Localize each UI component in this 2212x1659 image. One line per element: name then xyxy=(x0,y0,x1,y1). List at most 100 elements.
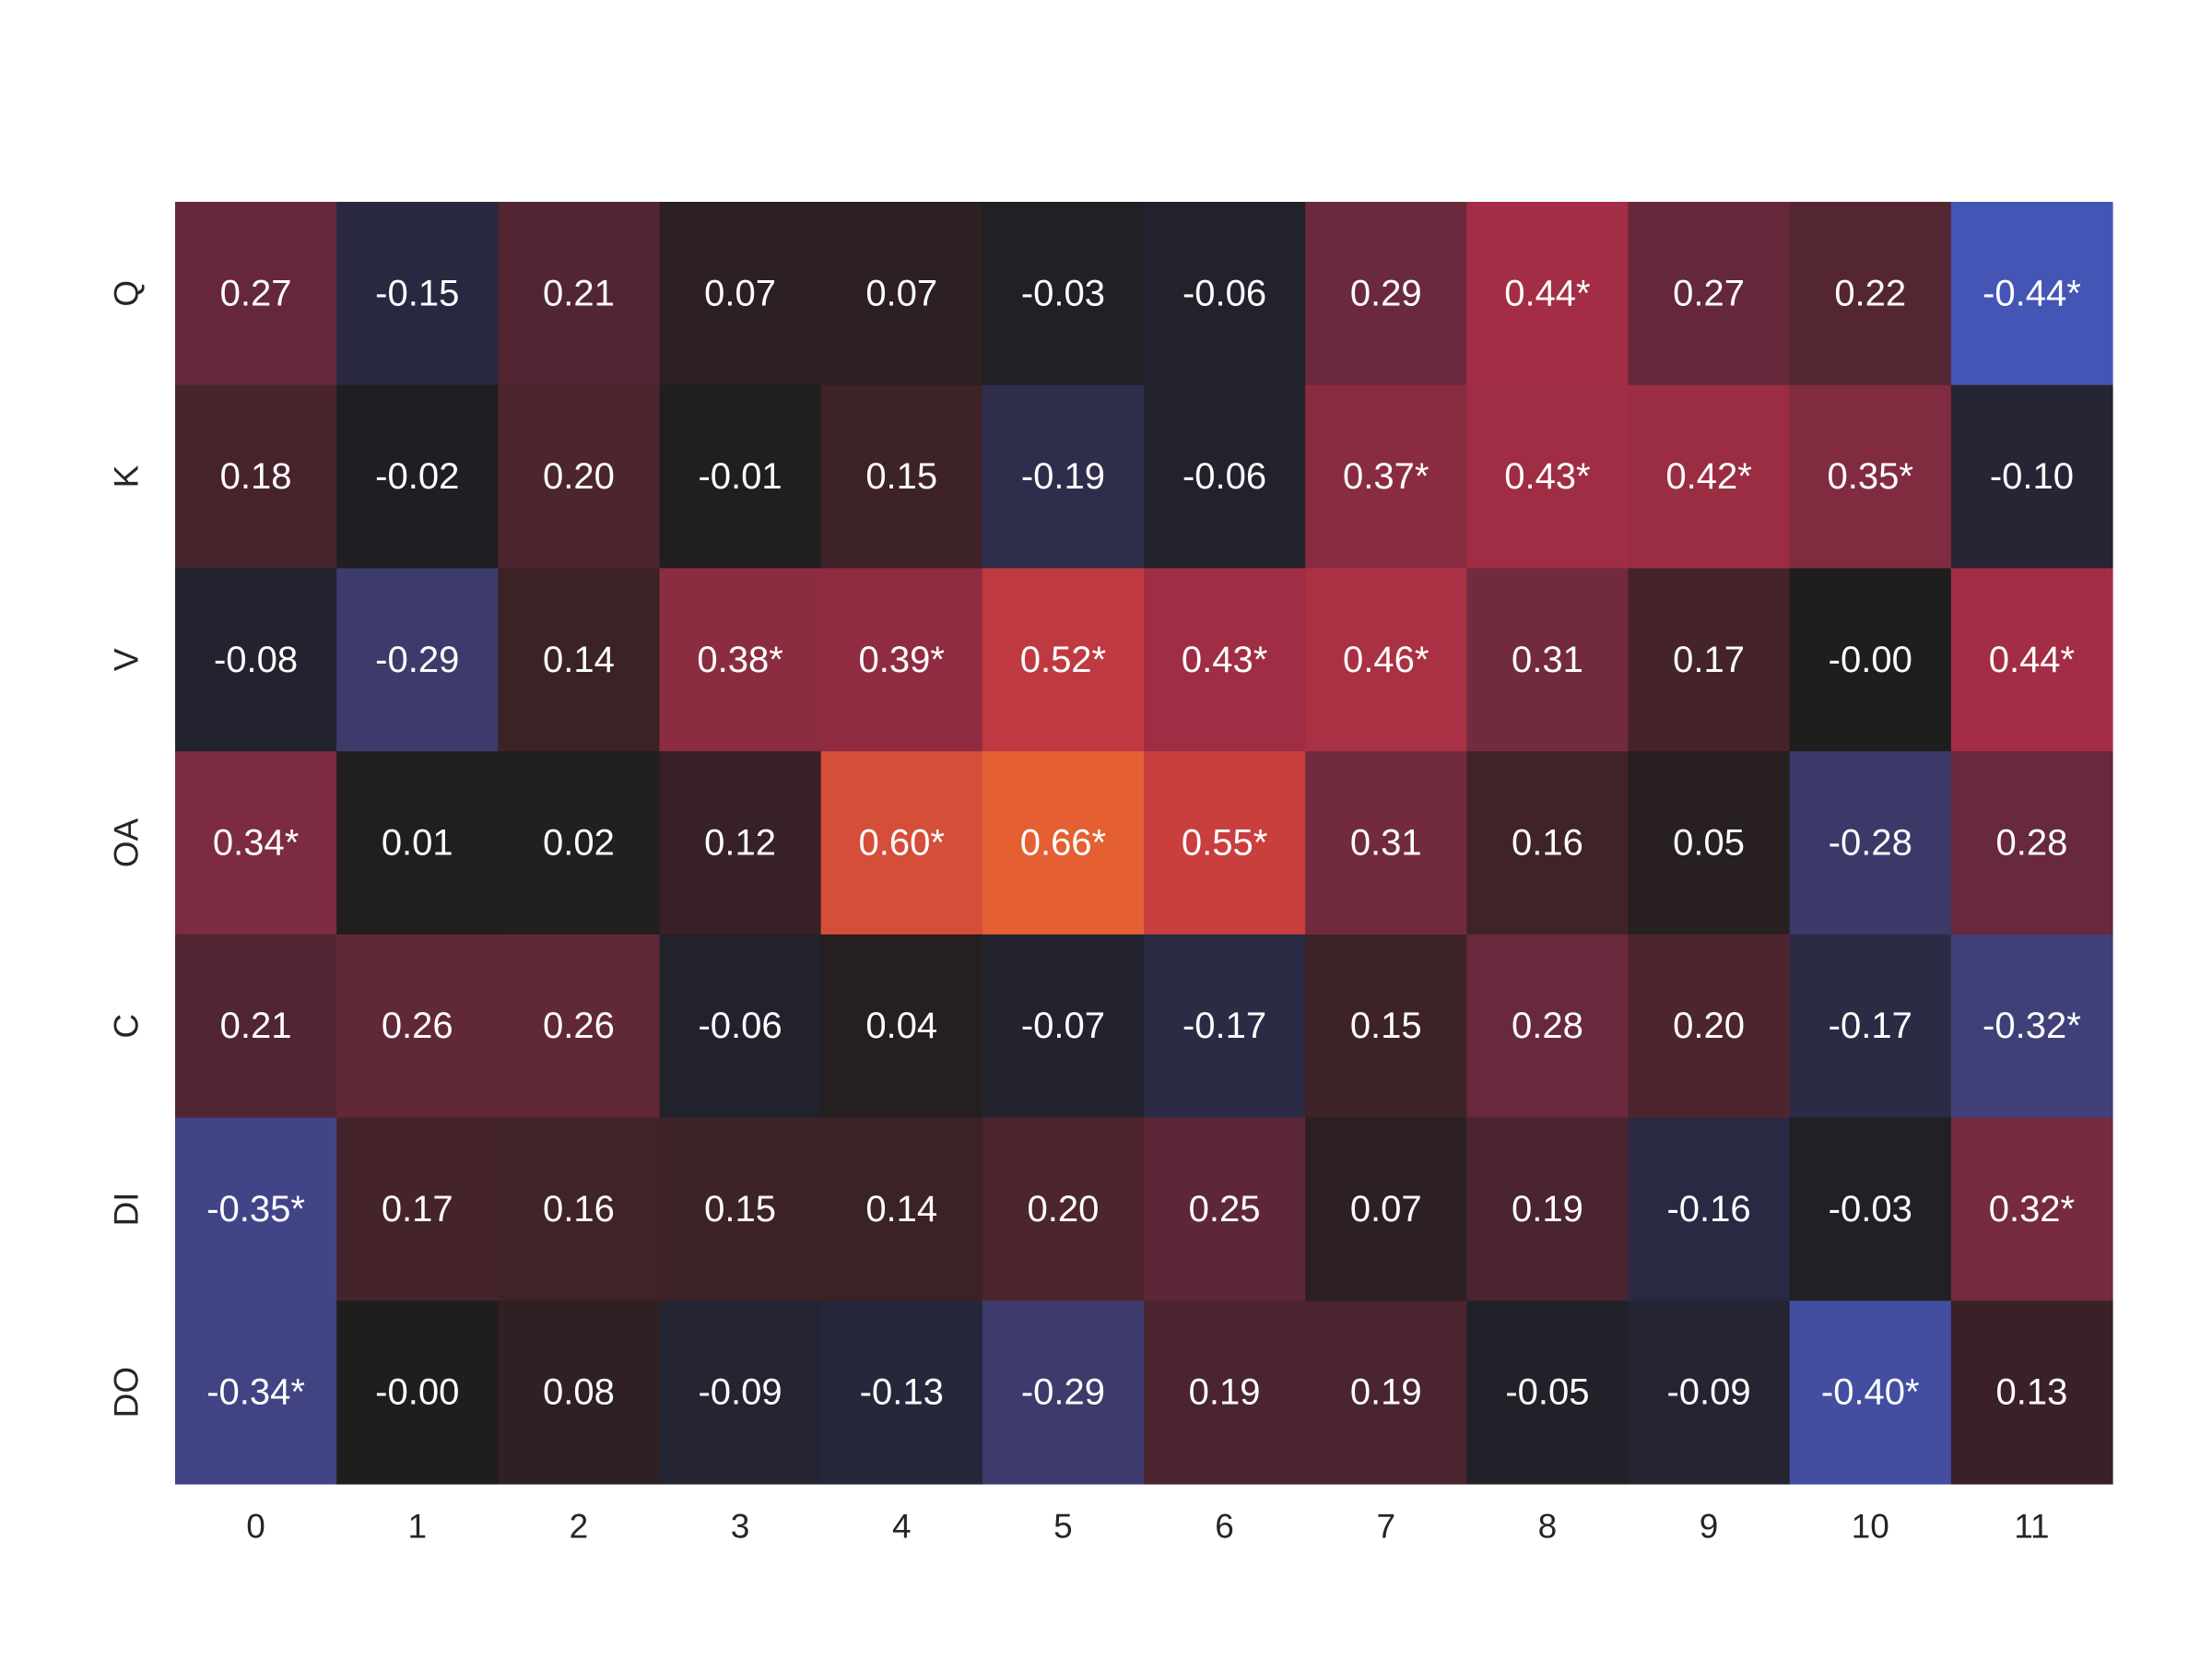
cell-label-OA-11: 0.28 xyxy=(1995,823,2067,864)
cell-label-Q-1: -0.15 xyxy=(375,273,459,313)
y-tick-label-OA: OA xyxy=(108,818,146,867)
heatmap-cell-V-10 xyxy=(1789,568,1952,752)
cell-label-DI-5: 0.20 xyxy=(1027,1189,1099,1230)
heatmap-cell-Q-8 xyxy=(1466,202,1630,386)
cell-label-DO-3: -0.09 xyxy=(698,1372,782,1413)
cell-label-C-8: 0.28 xyxy=(1512,1006,1583,1046)
heatmap-cell-DI-5 xyxy=(982,1117,1145,1301)
heatmap-cell-DO-11 xyxy=(1950,1300,2113,1485)
heatmap-cell-DI-6 xyxy=(1144,1117,1306,1301)
y-tick-label-K: K xyxy=(108,465,146,488)
cell-label-K-2: 0.20 xyxy=(543,456,615,497)
cell-label-C-2: 0.26 xyxy=(543,1006,615,1046)
heatmap-cell-V-4 xyxy=(820,568,983,752)
heatmap-cells xyxy=(175,202,2113,1485)
heatmap-cell-K-4 xyxy=(820,384,983,570)
heatmap-cell-C-8 xyxy=(1466,934,1630,1119)
cell-label-C-3: -0.06 xyxy=(698,1006,782,1046)
x-tick-label-6: 6 xyxy=(1215,1508,1234,1546)
cell-label-OA-7: 0.31 xyxy=(1350,823,1422,864)
cell-label-DI-10: -0.03 xyxy=(1829,1189,1912,1230)
y-tick-label-DI: DI xyxy=(108,1192,146,1226)
x-tick-label-9: 9 xyxy=(1700,1508,1719,1546)
cell-label-DI-1: 0.17 xyxy=(382,1189,453,1230)
cell-label-OA-3: 0.12 xyxy=(704,823,776,864)
cell-label-K-9: 0.42* xyxy=(1665,456,1751,497)
x-tick-label-5: 5 xyxy=(1053,1508,1073,1546)
heatmap-cell-DO-6 xyxy=(1144,1300,1306,1485)
heatmap-cell-Q-11 xyxy=(1950,202,2113,386)
x-tick-label-0: 0 xyxy=(246,1508,265,1546)
heatmap-cell-C-6 xyxy=(1144,934,1306,1119)
cell-label-OA-6: 0.55* xyxy=(1182,823,1267,864)
heatmap-cell-Q-0 xyxy=(175,202,337,386)
cell-label-K-8: 0.43* xyxy=(1504,456,1590,497)
heatmap-cell-Q-10 xyxy=(1789,202,1952,386)
heatmap-cell-K-7 xyxy=(1305,384,1467,570)
cell-label-Q-2: 0.21 xyxy=(543,273,615,313)
heatmap-cell-Q-4 xyxy=(820,202,983,386)
cell-label-OA-2: 0.02 xyxy=(543,823,615,864)
cell-label-DI-6: 0.25 xyxy=(1189,1189,1261,1230)
cell-label-C-1: 0.26 xyxy=(382,1006,453,1046)
heatmap-cell-DO-9 xyxy=(1628,1300,1791,1485)
cell-label-OA-8: 0.16 xyxy=(1512,823,1583,864)
heatmap-cell-V-3 xyxy=(659,568,822,752)
cell-label-Q-9: 0.27 xyxy=(1673,273,1745,313)
cell-label-DI-7: 0.07 xyxy=(1350,1189,1422,1230)
heatmap-cell-DO-4 xyxy=(820,1300,983,1485)
heatmap-cell-OA-2 xyxy=(498,751,661,935)
cell-label-Q-8: 0.44* xyxy=(1504,273,1590,313)
cell-label-OA-4: 0.60* xyxy=(859,823,945,864)
cell-label-Q-5: -0.03 xyxy=(1021,273,1105,313)
cell-label-DO-6: 0.19 xyxy=(1189,1372,1261,1413)
heatmap-cell-Q-3 xyxy=(659,202,822,386)
heatmap-cell-K-2 xyxy=(498,384,661,570)
heatmap-cell-DI-4 xyxy=(820,1117,983,1301)
cell-label-C-10: -0.17 xyxy=(1829,1006,1912,1046)
heatmap-cell-V-1 xyxy=(336,568,499,752)
heatmap-cell-V-5 xyxy=(982,568,1145,752)
heatmap-cell-Q-7 xyxy=(1305,202,1467,386)
cell-label-DO-11: 0.13 xyxy=(1995,1372,2067,1413)
y-tick-label-Q: Q xyxy=(108,280,146,307)
cell-label-Q-11: -0.44* xyxy=(1983,273,2081,313)
cell-label-DO-2: 0.08 xyxy=(543,1372,615,1413)
heatmap-cell-DI-9 xyxy=(1628,1117,1791,1301)
cell-label-V-5: 0.52* xyxy=(1020,640,1106,680)
heatmap-cell-C-1 xyxy=(336,934,499,1119)
cell-label-K-6: -0.06 xyxy=(1182,456,1266,497)
heatmap-cell-V-6 xyxy=(1144,568,1306,752)
heatmap-cell-DO-7 xyxy=(1305,1300,1467,1485)
cell-label-Q-10: 0.22 xyxy=(1834,273,1906,313)
heatmap-cell-DO-10 xyxy=(1789,1300,1952,1485)
cell-annotations: 0.27 -0.15 0.21 0.07 0.07 -0.03 -0.06 0.29 0.44*… xyxy=(206,273,2081,1412)
cell-label-Q-3: 0.07 xyxy=(704,273,776,313)
cell-label-C-0: 0.21 xyxy=(220,1006,292,1046)
cell-label-DO-4: -0.13 xyxy=(860,1372,944,1413)
cell-label-K-1: -0.02 xyxy=(375,456,459,497)
heatmap-cell-K-3 xyxy=(659,384,822,570)
cell-label-Q-4: 0.07 xyxy=(865,273,937,313)
cell-label-DI-9: -0.16 xyxy=(1666,1189,1750,1230)
heatmap-cell-K-11 xyxy=(1950,384,2113,570)
cell-label-K-11: -0.10 xyxy=(1990,456,2074,497)
heatmap-cell-V-11 xyxy=(1950,568,2113,752)
heatmap-cell-OA-0 xyxy=(175,751,337,935)
cell-label-V-11: 0.44* xyxy=(1989,640,2075,680)
cell-label-OA-5: 0.66* xyxy=(1020,823,1106,864)
cell-label-DO-7: 0.19 xyxy=(1350,1372,1422,1413)
heatmap-cell-V-0 xyxy=(175,568,337,752)
heatmap-cell-Q-6 xyxy=(1144,202,1306,386)
cell-label-C-5: -0.07 xyxy=(1021,1006,1105,1046)
cell-label-Q-6: -0.06 xyxy=(1182,273,1266,313)
heatmap-cell-DI-0 xyxy=(175,1117,337,1301)
heatmap-cell-K-6 xyxy=(1144,384,1306,570)
heatmap-cell-Q-5 xyxy=(982,202,1145,386)
heatmap-cell-C-0 xyxy=(175,934,337,1119)
heatmap-cell-DI-8 xyxy=(1466,1117,1630,1301)
cell-label-Q-7: 0.29 xyxy=(1350,273,1422,313)
cell-label-C-9: 0.20 xyxy=(1673,1006,1745,1046)
cell-label-DI-4: 0.14 xyxy=(865,1189,937,1230)
cell-label-V-4: 0.39* xyxy=(859,640,945,680)
